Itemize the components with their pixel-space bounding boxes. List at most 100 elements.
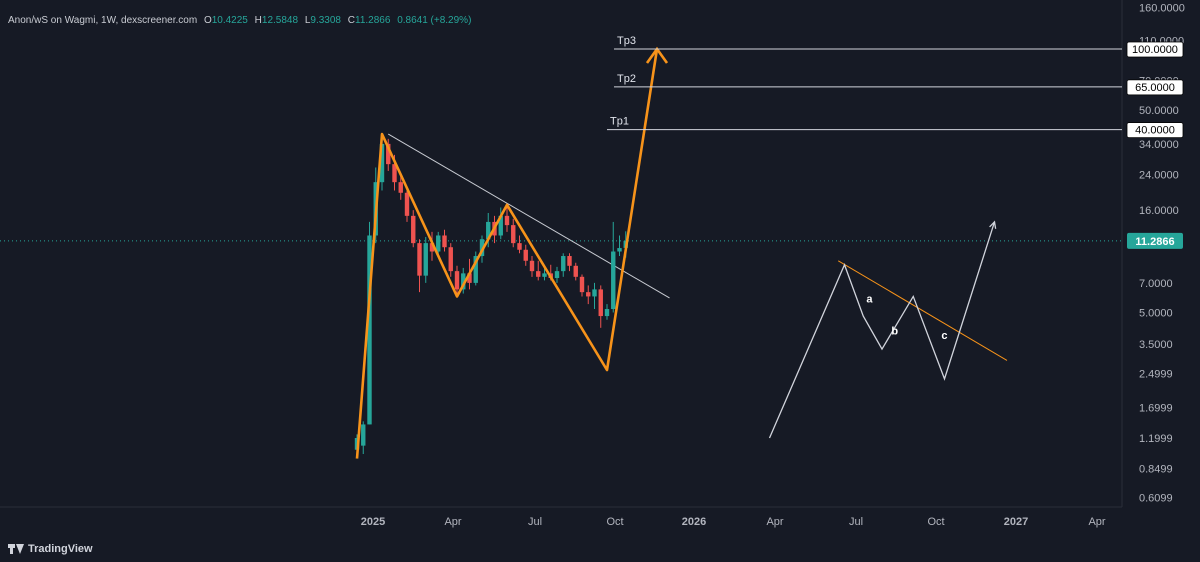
y-tick-label: 3.5000 xyxy=(1139,339,1173,351)
tradingview-brand[interactable]: TradingView xyxy=(8,543,93,555)
candle-body xyxy=(523,249,528,261)
y-tick-label: 0.6099 xyxy=(1139,493,1173,505)
candle-body xyxy=(436,235,441,252)
target-price-tag: 100.0000 xyxy=(1126,41,1184,58)
candle-body xyxy=(504,215,510,226)
candle-body xyxy=(386,143,391,165)
x-tick-label: 2025 xyxy=(361,516,385,528)
candle xyxy=(442,229,447,252)
open-label: O xyxy=(203,15,212,26)
candle-body xyxy=(586,292,591,297)
candle-body xyxy=(554,271,560,278)
candle xyxy=(554,266,560,283)
y-tick-label: 24.0000 xyxy=(1139,170,1179,182)
candle xyxy=(529,256,535,277)
tradingview-logo-icon xyxy=(8,544,24,554)
low-value: 9.3308 xyxy=(310,15,341,26)
candle-body xyxy=(411,215,416,244)
target-tag-box xyxy=(1126,79,1184,96)
candle xyxy=(448,243,453,277)
candle xyxy=(517,235,522,254)
candle xyxy=(536,260,541,281)
candle xyxy=(511,218,516,248)
candle xyxy=(579,274,585,297)
candle xyxy=(598,285,603,328)
wave-label: a xyxy=(866,294,873,306)
candle-body xyxy=(542,273,547,277)
candle-body xyxy=(592,289,597,297)
target-label: Tp1 xyxy=(610,116,629,128)
candle xyxy=(611,221,616,313)
candle xyxy=(523,244,528,266)
candle-body xyxy=(454,271,460,290)
target-tag-text: 65.0000 xyxy=(1135,82,1175,94)
candle xyxy=(542,267,547,281)
projected-path-line xyxy=(355,48,659,459)
target-tag-text: 40.0000 xyxy=(1135,125,1175,137)
open-value: 10.4225 xyxy=(211,15,248,26)
brand-label: TradingView xyxy=(28,543,93,555)
candle xyxy=(592,282,597,310)
y-tick-label: 1.1999 xyxy=(1139,433,1173,445)
target-price-tag: 65.0000 xyxy=(1126,79,1184,96)
y-tick-label: 7.0000 xyxy=(1139,278,1173,290)
scenario-path-line xyxy=(768,221,996,439)
target-tag-box xyxy=(1126,122,1184,138)
candle-body xyxy=(442,235,447,248)
high-value: 12.5848 xyxy=(261,15,299,26)
close-label: C xyxy=(347,15,355,26)
candle-body xyxy=(617,248,622,252)
close-value: 11.2866 xyxy=(355,15,391,26)
target-label: Tp2 xyxy=(617,73,636,85)
low-label: L xyxy=(304,15,311,26)
candle-body xyxy=(429,243,435,252)
candle-body xyxy=(611,251,616,310)
x-tick-label: 2026 xyxy=(682,516,706,528)
candle xyxy=(473,251,478,286)
candle-body xyxy=(529,260,535,272)
candle xyxy=(604,304,610,320)
y-tick-label: 0.8499 xyxy=(1139,463,1173,475)
x-tick-label: Oct xyxy=(606,516,623,528)
candle xyxy=(429,231,435,261)
candle xyxy=(398,174,403,200)
candle xyxy=(617,235,622,257)
x-tick-label: Apr xyxy=(766,516,783,528)
candle-body xyxy=(479,239,485,257)
x-tick-label: Oct xyxy=(927,516,944,528)
candle-body xyxy=(461,273,466,290)
candle-body xyxy=(567,256,572,266)
candle-body xyxy=(392,164,397,183)
candle xyxy=(436,231,441,257)
target-tag-box xyxy=(1126,41,1184,58)
candle xyxy=(367,221,372,425)
candle-body xyxy=(361,424,366,446)
last-price-tag-box xyxy=(1127,232,1183,249)
candle-body xyxy=(517,243,522,250)
candle-body xyxy=(498,215,503,236)
candle-body xyxy=(579,276,585,293)
candle xyxy=(461,267,466,294)
y-tick-label: 2.4999 xyxy=(1139,368,1173,380)
candle xyxy=(498,207,503,240)
candle-body xyxy=(573,265,578,277)
candle xyxy=(411,210,416,248)
target-label: Tp3 xyxy=(617,35,636,47)
candle-body xyxy=(379,143,385,183)
candle-body xyxy=(448,247,453,272)
symbol-header: Anon/wS on Wagmi, 1W, dexscreener.com O1… xyxy=(8,15,471,26)
x-tick-label: Apr xyxy=(1088,516,1105,528)
candle xyxy=(386,138,391,171)
y-tick-label: 16.0000 xyxy=(1139,205,1179,217)
wave-label: b xyxy=(891,325,898,337)
x-tick-label: Jul xyxy=(528,516,542,528)
candle-body xyxy=(473,256,478,283)
last-price-tag: 11.2866 xyxy=(1127,232,1183,249)
candle-body xyxy=(404,192,410,216)
candle-body xyxy=(511,225,516,244)
candle xyxy=(417,239,422,293)
candle-body xyxy=(486,221,491,240)
y-tick-label: 1.6999 xyxy=(1139,402,1173,414)
